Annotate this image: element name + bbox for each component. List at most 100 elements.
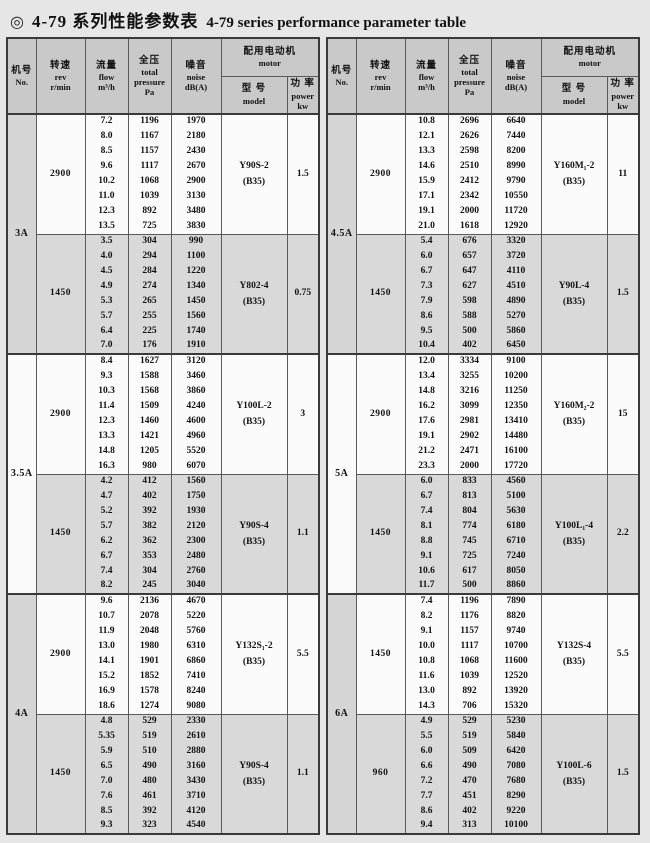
table-row: 6.4 225 1740 (7, 324, 319, 339)
flow-cell: 9.1 (404, 549, 449, 564)
pressure-cell: 1039 (447, 669, 492, 684)
pressure-cell: 647 (447, 264, 492, 279)
noise-cell: 3160 (170, 759, 222, 774)
table-row: 16.3 980 6070 (7, 459, 319, 474)
header-motor-power: 功 率 power kw (286, 75, 320, 115)
motor-frame-text: (B35) (242, 417, 266, 428)
flow-cell: 5.5 (404, 729, 449, 744)
pressure-cell: 1039 (127, 189, 172, 204)
noise-cell: 1450 (170, 294, 222, 309)
noise-cell: 4240 (170, 399, 222, 414)
flow-cell: 13.0 (404, 684, 449, 699)
noise-cell: 10100 (490, 819, 542, 834)
table-row: 11.0 1039 3130 (7, 189, 319, 204)
pressure-cell: 1274 (127, 699, 172, 714)
flow-cell: 6.2 (84, 534, 129, 549)
motor-frame-text: (B35) (562, 417, 586, 428)
noise-cell: 14480 (490, 429, 542, 444)
table-row: 12.1 2626 7440 (327, 129, 639, 144)
pressure-cell: 304 (127, 233, 172, 249)
flow-cell: 10.0 (404, 639, 449, 654)
table-row: 10.3 1568 3860 (7, 384, 319, 399)
pressure-cell: 1460 (127, 414, 172, 429)
motor-frame-text: (B35) (562, 296, 586, 307)
rev-cell: 1450 (355, 473, 406, 594)
motor-model-text: Y100L-2 (236, 401, 272, 412)
pressure-cell: 500 (447, 324, 492, 339)
motor-power-cell: 3 (286, 353, 320, 474)
pressure-cell: 2902 (447, 429, 492, 444)
flow-cell: 7.2 (404, 774, 449, 789)
pressure-cell: 274 (127, 279, 172, 294)
table-row: 14.8 1205 5520 (7, 444, 319, 459)
noise-cell: 7410 (170, 669, 222, 684)
noise-cell: 6070 (170, 459, 222, 474)
pressure-cell: 627 (447, 279, 492, 294)
table-row: 10.2 1068 2900 (7, 174, 319, 189)
flow-cell: 10.7 (84, 609, 129, 624)
noise-cell: 2120 (170, 519, 222, 534)
pressure-cell: 382 (127, 519, 172, 534)
noise-cell: 9740 (490, 624, 542, 639)
rev-cell: 1450 (355, 233, 406, 354)
table-row: 3.5A 2900 8.4 1627 3120 Y100L-2 (B35) 3 (6, 353, 320, 594)
pressure-cell: 2136 (127, 593, 172, 609)
header-motor-model: 型 号 model (220, 75, 288, 115)
header-machine-no: 机号 No. (6, 37, 37, 115)
noise-cell: 6420 (490, 744, 542, 759)
flow-cell: 4.9 (404, 713, 449, 729)
table-row: 13.4 3255 10200 (327, 369, 639, 384)
noise-cell: 4960 (170, 429, 222, 444)
flow-cell: 12.0 (404, 353, 449, 369)
flow-cell: 7.4 (404, 593, 449, 609)
header-noise: 噪音 noise dB(A) (170, 37, 222, 115)
table-row: 8.2 245 3040 (7, 579, 319, 594)
noise-cell: 1970 (170, 113, 222, 129)
pressure-cell: 725 (447, 549, 492, 564)
table-row: 11.7 500 8860 (327, 579, 639, 594)
flow-cell: 11.6 (404, 669, 449, 684)
motor-model-text: Y132S-4 (556, 641, 592, 652)
motor-power-cell: 11 (606, 113, 640, 234)
rev-cell: 2900 (35, 113, 86, 234)
noise-cell: 2300 (170, 534, 222, 549)
flow-cell: 13.5 (84, 219, 129, 234)
rev-cell: 2900 (35, 353, 86, 474)
table-row: 11.9 2048 5760 (7, 624, 319, 639)
table-row: 8.6 588 5270 (327, 309, 639, 324)
table-row: 10.8 1068 11600 (327, 654, 639, 669)
flow-cell: 9.6 (84, 593, 129, 609)
flow-cell: 12.1 (404, 129, 449, 144)
noise-cell: 4540 (170, 819, 222, 834)
flow-cell: 6.0 (404, 744, 449, 759)
table-row: 19.1 2000 11720 (327, 204, 639, 219)
bullseye-bullet-icon: ◎ (10, 14, 24, 31)
flow-cell: 7.6 (84, 789, 129, 804)
pressure-cell: 2412 (447, 174, 492, 189)
table-row: 6.7 647 4110 (327, 264, 639, 279)
rev-cell: 1450 (35, 473, 86, 594)
noise-cell: 1340 (170, 279, 222, 294)
noise-cell: 8820 (490, 609, 542, 624)
flow-cell: 5.9 (84, 744, 129, 759)
pressure-cell: 1627 (127, 353, 172, 369)
rev-cell: 1450 (35, 233, 86, 354)
rev-cell: 2900 (35, 593, 86, 714)
pressure-cell: 833 (447, 473, 492, 489)
noise-cell: 7240 (490, 549, 542, 564)
noise-cell: 11250 (490, 384, 542, 399)
motor-model-text: Y90L-4 (558, 280, 590, 291)
flow-cell: 10.6 (404, 564, 449, 579)
pressure-cell: 225 (127, 324, 172, 339)
table-row: 21.2 2471 16100 (327, 444, 639, 459)
noise-cell: 7890 (490, 593, 542, 609)
pressure-cell: 176 (127, 339, 172, 354)
header-motor-model: 型 号 model (540, 75, 608, 115)
pressure-cell: 1117 (127, 159, 172, 174)
flow-cell: 6.7 (404, 264, 449, 279)
table-row: 4.7 402 1750 (7, 489, 319, 504)
pressure-cell: 657 (447, 249, 492, 264)
flow-cell: 8.6 (404, 804, 449, 819)
noise-cell: 4110 (490, 264, 542, 279)
motor-model-text: Y90S-4 (239, 760, 269, 771)
